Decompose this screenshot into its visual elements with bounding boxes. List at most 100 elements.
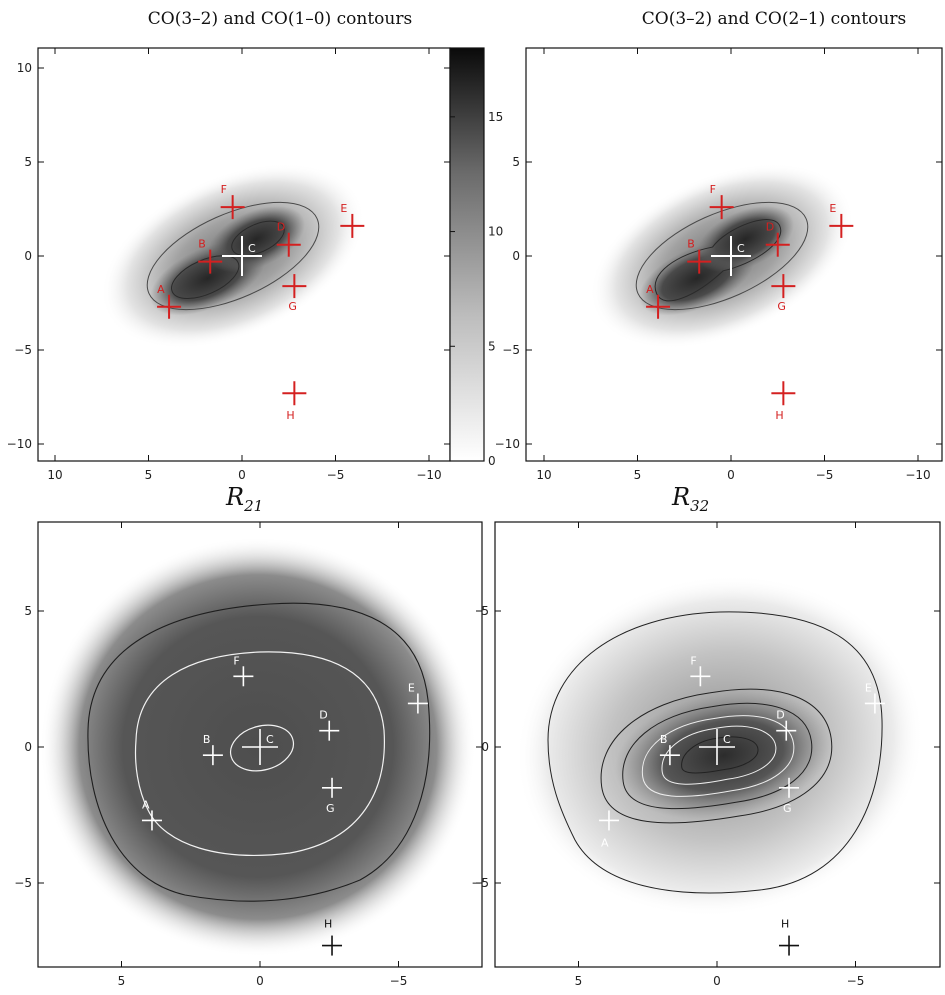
panel-r32: R32 A B C D E F G H 5 0 −5 5 0 −5 <box>471 483 941 988</box>
x-tick-2: −5 <box>847 522 864 988</box>
x-tick-4: −10 <box>416 48 442 482</box>
marker-label-a: A <box>157 283 165 296</box>
marker-h: H <box>282 381 307 422</box>
y-tick-4: −10 <box>7 437 450 451</box>
colorbar-tick-2: 10 <box>450 225 503 239</box>
y-tick-3: −5 <box>14 343 450 357</box>
panel-3-title: R21 <box>225 483 263 515</box>
y-tick-label: −10 <box>495 437 520 451</box>
panel-co32-co21: CO(3–2) and CO(2–1) contours A B C D E F G H 10… <box>495 9 943 482</box>
marker-a: A <box>141 798 162 831</box>
marker-label-h: H <box>286 409 294 422</box>
marker-label-c: C <box>737 242 745 255</box>
y-tick-2: 0 <box>24 249 450 263</box>
marker-label-g: G <box>777 300 786 313</box>
marker-a: A <box>646 283 671 319</box>
y-tick-label: −5 <box>502 343 520 357</box>
x-tick-1: 0 <box>256 522 264 988</box>
marker-a: A <box>157 283 182 319</box>
marker-e: E <box>829 202 854 238</box>
marker-label-a: A <box>142 798 150 811</box>
panel-1-contour-outer <box>146 201 320 311</box>
marker-label-e: E <box>408 681 415 694</box>
marker-label-a: A <box>601 836 609 849</box>
y-tick-0: 10 <box>17 61 450 75</box>
y-tick-label: −5 <box>14 876 32 890</box>
marker-label-e: E <box>340 202 347 215</box>
panel-2-frame <box>525 47 943 462</box>
panel-4-contour-1 <box>547 611 883 894</box>
x-tick-label: −5 <box>327 468 345 482</box>
marker-h: H <box>771 381 796 422</box>
marker-f: F <box>233 654 254 687</box>
x-tick-1: 5 <box>145 48 153 482</box>
x-tick-label: 0 <box>238 468 246 482</box>
panel-3-contour-mid <box>134 651 385 856</box>
marker-e: E <box>864 681 885 714</box>
y-tick-0: 5 <box>481 604 940 618</box>
marker-h: H <box>779 918 800 956</box>
marker-f: F <box>690 654 711 687</box>
panel-3-markers: A B C D E F G H <box>141 654 428 956</box>
colorbar-tick-0: 0 <box>450 454 496 468</box>
x-tick-label: 5 <box>145 468 153 482</box>
y-tick-2: −5 <box>14 876 482 890</box>
x-tick-label: 0 <box>256 974 264 988</box>
marker-label-e: E <box>829 202 836 215</box>
marker-label-f: F <box>233 654 239 667</box>
marker-c: C <box>711 236 751 276</box>
marker-c: C <box>699 729 735 765</box>
panel-2-markers: A B C D E F G H <box>646 183 854 422</box>
panel-4-markers: A B C D E F G H <box>598 654 885 956</box>
marker-c: C <box>242 729 278 765</box>
x-tick-0: 10 <box>47 48 63 482</box>
x-tick-label: −10 <box>416 468 441 482</box>
marker-c: C <box>222 236 262 276</box>
marker-label-e: E <box>865 681 872 694</box>
y-tick-label: 10 <box>17 61 32 75</box>
marker-label-d: D <box>776 709 784 722</box>
marker-g: G <box>779 777 800 815</box>
panel-4-axis-ticks: 5 0 −5 5 0 −5 <box>471 522 940 988</box>
x-tick-1: 5 <box>634 48 641 482</box>
x-tick-0: 5 <box>575 522 582 988</box>
x-tick-label: 0 <box>727 468 735 482</box>
x-tick-0: 5 <box>118 522 126 988</box>
y-tick-1: 0 <box>24 740 482 754</box>
marker-label-f: F <box>221 183 227 196</box>
marker-e: E <box>407 681 428 714</box>
x-tick-label: 5 <box>118 974 126 988</box>
y-tick-3: −10 <box>495 437 942 451</box>
marker-label-g: G <box>326 802 335 815</box>
marker-label-b: B <box>203 733 211 746</box>
x-tick-label: −10 <box>905 468 930 482</box>
panel-3-contour-outer <box>87 602 431 902</box>
marker-label-g: G <box>783 802 792 815</box>
x-tick-1: 0 <box>713 522 721 988</box>
panel-co32-co10: CO(3–2) and CO(1–0) contours A B C D E F G H 10… <box>7 9 504 482</box>
panel-1-markers: A B C D E F G H <box>157 183 365 422</box>
marker-e: E <box>340 202 365 238</box>
marker-label-d: D <box>766 221 774 234</box>
marker-g: G <box>771 274 796 313</box>
x-tick-2: 0 <box>727 48 735 482</box>
y-tick-1: 0 <box>481 740 940 754</box>
y-tick-2: −5 <box>502 343 942 357</box>
x-tick-3: −5 <box>816 48 833 482</box>
panel-1-axis-ticks: 10 5 0 −5 −10 10 5 0 −5 −10 <box>7 48 450 482</box>
y-tick-label: 5 <box>512 155 520 169</box>
marker-b: B <box>659 733 680 766</box>
y-tick-1: 0 <box>512 249 942 263</box>
marker-g: G <box>282 274 307 313</box>
marker-label-b: B <box>687 238 695 251</box>
marker-label-c: C <box>723 733 731 746</box>
y-tick-0: 5 <box>24 604 482 618</box>
marker-label-d: D <box>277 221 285 234</box>
colorbar-tick-label: 15 <box>488 110 503 124</box>
marker-label-b: B <box>660 733 668 746</box>
panel-4-core <box>614 691 833 820</box>
marker-label-c: C <box>266 733 274 746</box>
panel-4-contour-4 <box>641 715 795 797</box>
panel-4-contour-3 <box>622 702 813 810</box>
x-tick-label: 10 <box>47 468 62 482</box>
